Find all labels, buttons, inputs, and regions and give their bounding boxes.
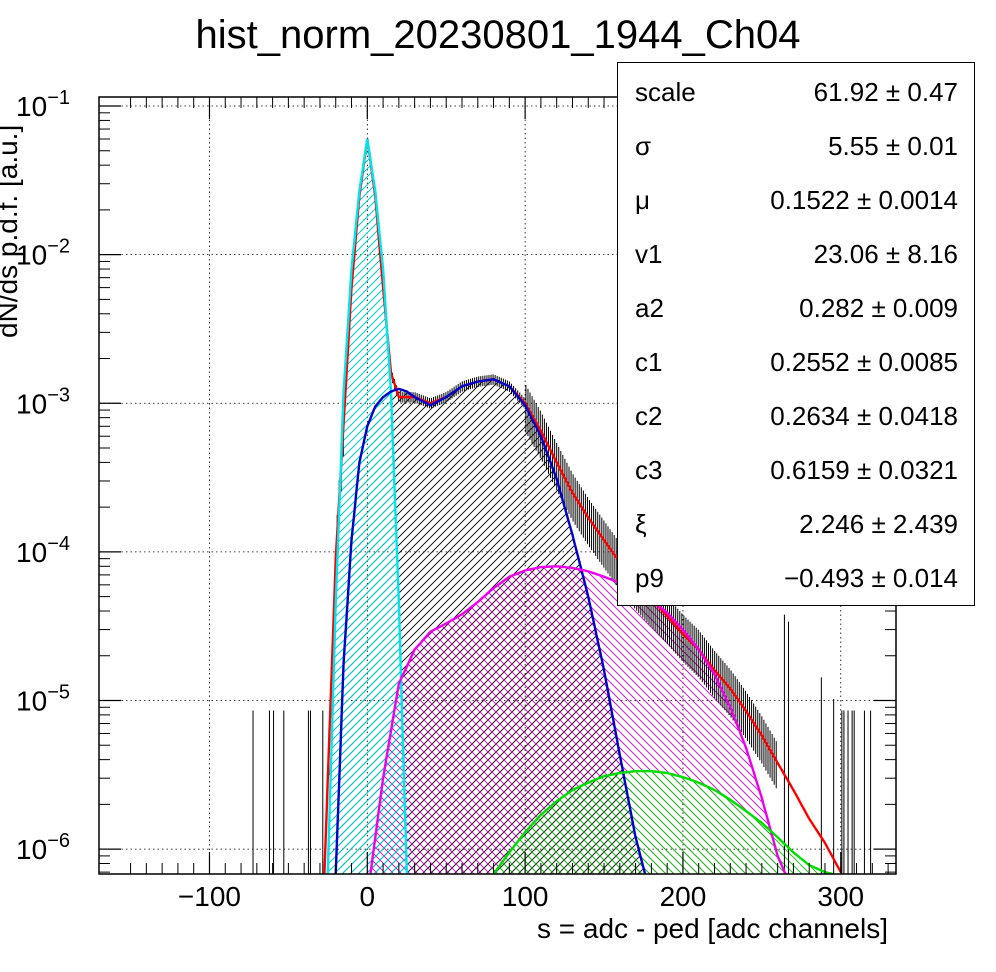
x-tick-label: −100 [178, 881, 241, 912]
stat-name: p9 [635, 563, 664, 593]
component-fill [327, 139, 408, 874]
fit-curve [326, 138, 409, 874]
x-tick-label: 200 [660, 881, 707, 912]
stat-value: 5.55 ± 0.01 [828, 131, 958, 161]
fit-curve [369, 565, 787, 874]
stat-value: 0.2552 ± 0.0085 [770, 347, 958, 377]
stat-row: ξ 2.246 ± 2.439 [618, 495, 974, 549]
component-fill [493, 771, 833, 874]
stat-value: 0.282 ± 0.009 [799, 293, 958, 323]
x-tick-label: 0 [360, 881, 376, 912]
stat-value: 2.246 ± 2.439 [799, 509, 958, 539]
stat-row: a2 0.282 ± 0.009 [618, 279, 974, 333]
stat-row: μ 0.1522 ± 0.0014 [618, 171, 974, 225]
x-tick-label: 300 [817, 881, 864, 912]
stat-row: p9 −0.493 ± 0.014 [618, 549, 974, 603]
stat-name: scale [635, 77, 696, 107]
fit-curve [323, 138, 842, 874]
y-tick-label: 10−4 [16, 533, 70, 568]
fit-curve [334, 378, 647, 874]
y-axis-label: dN/ds p.d.f. [a.u.] [0, 125, 23, 338]
stat-value: 61.92 ± 0.47 [813, 77, 958, 107]
fit-stats-box: scale 61.92 ± 0.47 σ 5.55 ± 0.01 μ 0.1522 ± 0… [617, 62, 975, 606]
stat-row: σ 5.55 ± 0.01 [618, 117, 974, 171]
stat-name: c2 [635, 401, 663, 431]
stat-name: σ [635, 131, 652, 161]
stat-name: c3 [635, 455, 663, 485]
stat-value: 23.06 ± 8.16 [813, 239, 958, 269]
y-tick-label: 10−5 [16, 681, 70, 716]
x-tick-label: 100 [502, 881, 549, 912]
stat-row: c2 0.2634 ± 0.0418 [618, 387, 974, 441]
y-tick-label: 10−6 [16, 830, 70, 865]
chart-title: hist_norm_20230801_1944_Ch04 [196, 13, 801, 57]
component-fills [327, 139, 833, 874]
stat-row: v1 23.06 ± 8.16 [618, 225, 974, 279]
x-axis-label: s = adc - ped [adc channels] [537, 913, 888, 944]
stat-name: μ [635, 185, 650, 215]
stat-name: v1 [635, 239, 663, 269]
stat-name: c1 [635, 347, 663, 377]
stat-name: ξ [635, 509, 647, 539]
stat-row: scale 61.92 ± 0.47 [618, 63, 974, 117]
stat-row: c3 0.6159 ± 0.0321 [618, 441, 974, 495]
stat-row: c1 0.2552 ± 0.0085 [618, 333, 974, 387]
stat-value: 0.1522 ± 0.0014 [770, 185, 958, 215]
y-tick-label: 10−3 [16, 384, 70, 419]
stat-name: a2 [635, 293, 664, 323]
stat-value: 0.2634 ± 0.0418 [770, 401, 958, 431]
y-tick-label: 10−1 [16, 87, 70, 122]
y-tick-label: 10−2 [16, 236, 70, 271]
stat-value: −0.493 ± 0.014 [783, 563, 958, 593]
fit-curves [323, 138, 842, 874]
stat-value: 0.6159 ± 0.0321 [770, 455, 958, 485]
fit-curve [492, 769, 834, 874]
